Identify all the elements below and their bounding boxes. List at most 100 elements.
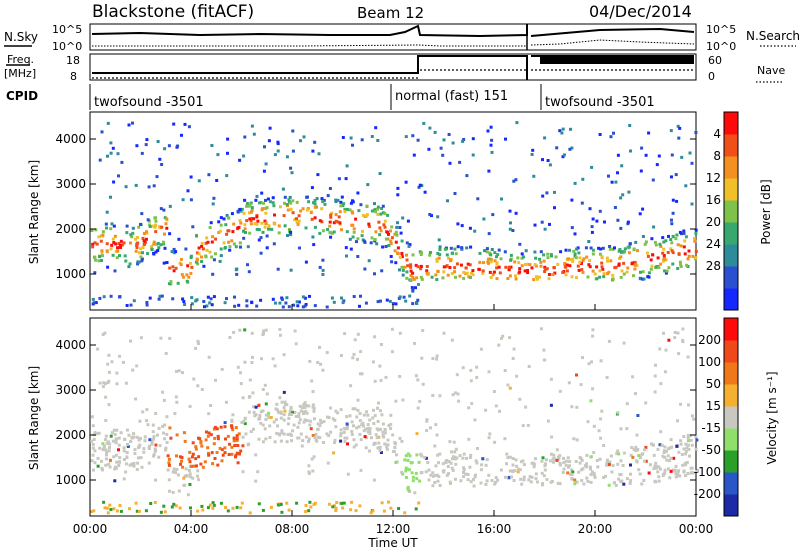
velocity-cell [423, 455, 427, 459]
velocity-cell [144, 509, 148, 513]
velocity-cell [228, 336, 232, 339]
power-cell [206, 240, 210, 244]
power-cell [231, 230, 235, 234]
power-cell [172, 269, 176, 273]
power-cell [200, 255, 203, 259]
velocity-cell [684, 450, 688, 453]
velocity-cell [555, 448, 559, 452]
power-cell [587, 240, 591, 243]
power-cell [411, 134, 415, 138]
power-cell [565, 263, 569, 267]
power-cell [664, 239, 668, 243]
velocity-cell [248, 378, 252, 382]
velocity-cell [141, 410, 145, 414]
power-cell [499, 257, 503, 261]
velocity-cell [290, 413, 293, 416]
power-cell [374, 210, 378, 214]
velocity-cell [161, 424, 165, 428]
velocity-cell [215, 427, 219, 431]
velocity-cell [372, 408, 375, 412]
velocity-cell [667, 338, 671, 342]
velocity-cell [662, 331, 665, 335]
velocity-cell [289, 408, 293, 412]
velocity-cell [307, 440, 310, 443]
velocity-cell [187, 469, 191, 472]
power-cell [287, 198, 291, 202]
velocity-cell [500, 336, 503, 340]
power-cell [543, 270, 547, 273]
velocity-cell [604, 474, 607, 478]
power-cell [183, 303, 187, 306]
velocity-cell [250, 331, 254, 335]
power-cell [639, 277, 643, 281]
power-cell [332, 300, 336, 304]
velocity-cell [264, 402, 268, 406]
power-cell [456, 245, 460, 249]
power-cell [493, 251, 497, 255]
velocity-cell [643, 448, 647, 452]
power-cell [189, 271, 193, 275]
power-cell [598, 133, 602, 136]
velocity-cell [231, 428, 235, 432]
velocity-cell [259, 421, 263, 425]
velocity-cell [201, 508, 205, 512]
power-cell [141, 246, 145, 249]
power-cell [289, 268, 293, 272]
velocity-cell [257, 502, 261, 506]
power-cell [180, 133, 183, 137]
velocity-cell [407, 489, 411, 492]
velocity-cell [581, 467, 585, 471]
power-cell [111, 237, 115, 241]
power-cell [313, 140, 317, 144]
velocity-cell [267, 415, 271, 419]
power-cell [439, 146, 443, 150]
velocity-cell [241, 470, 245, 474]
power-cell [135, 246, 139, 249]
velocity-cell [454, 457, 457, 461]
velocity-cell [549, 480, 553, 484]
velocity-cell [128, 463, 132, 467]
velocity-cell [673, 336, 677, 340]
velocity-cell [438, 452, 442, 456]
velocity-cell [343, 436, 347, 440]
velocity-cell [350, 433, 354, 436]
power-cell [497, 248, 501, 252]
power-cell [435, 278, 439, 281]
velocity-cell [406, 452, 410, 456]
velocity-cell [352, 445, 356, 449]
velocity-cell [464, 472, 468, 476]
power-cell [451, 251, 454, 255]
velocity-cell [218, 446, 222, 450]
power-cell [243, 135, 247, 139]
velocity-cell [90, 415, 94, 419]
power-cell [683, 239, 687, 243]
velocity-cell [254, 413, 258, 417]
velocity-cell [117, 443, 121, 447]
velocity-cell [103, 444, 106, 448]
freq-tick-high: 18 [66, 54, 80, 67]
power-cell [647, 271, 651, 275]
velocity-cell [435, 354, 439, 358]
velocity-cell [256, 470, 260, 474]
velocity-cell [214, 378, 217, 382]
velocity-cell [341, 506, 345, 510]
velocity-cell [166, 468, 170, 472]
velocity-cell [686, 355, 690, 359]
velocity-plot-frame [89, 317, 697, 517]
velocity-cell [404, 466, 408, 470]
velocity-cell [248, 395, 252, 398]
power-cell [621, 193, 625, 197]
power-cell [393, 232, 397, 236]
velocity-cell [111, 439, 115, 443]
power-cell [670, 218, 673, 222]
power-cell [676, 124, 680, 128]
velocity-cell [343, 427, 347, 431]
power-cell [415, 276, 419, 280]
power-cell [117, 174, 120, 178]
velocity-cell [381, 433, 385, 437]
velocity-cell [169, 436, 173, 440]
velocity-cell [680, 453, 684, 456]
velocity-cell [96, 456, 100, 460]
velocity-cell [454, 462, 458, 466]
power-cell [130, 235, 134, 239]
